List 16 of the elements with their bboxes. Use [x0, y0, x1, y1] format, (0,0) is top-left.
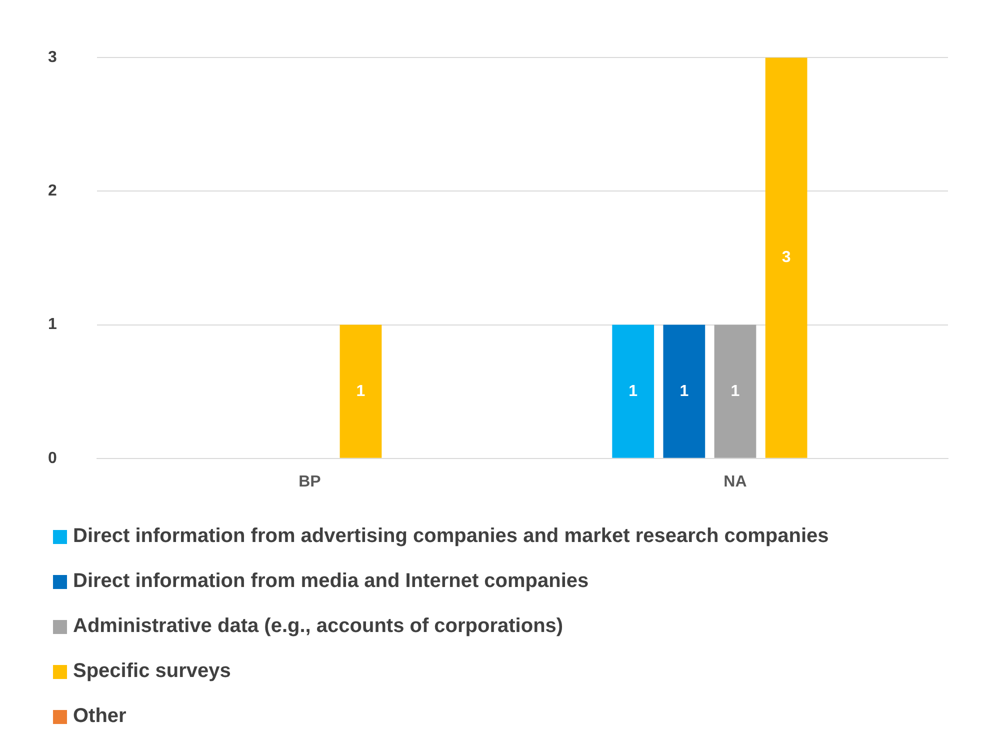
legend-label: Specific surveys [73, 660, 231, 683]
legend-label: Administrative data (e.g., accounts of corporations) [73, 615, 564, 638]
legend-label: Other [73, 705, 126, 728]
data-label: 1 [680, 382, 689, 400]
x-tick-label: NA [724, 473, 748, 490]
y-tick-label: 0 [48, 450, 57, 467]
data-label: 1 [628, 382, 638, 400]
data-label: 1 [356, 382, 366, 400]
x-tick-label: BP [298, 473, 322, 490]
y-tick-label: 3 [48, 49, 57, 66]
data-label: 3 [782, 249, 791, 266]
data-label: 1 [730, 382, 740, 400]
y-tick-label: 2 [48, 182, 57, 200]
legend-label: Direct information from advertising companies and market research companies [73, 525, 829, 548]
y-tick-label: 1 [48, 316, 57, 334]
legend-label: Direct information from media and Internet companies [73, 570, 589, 593]
